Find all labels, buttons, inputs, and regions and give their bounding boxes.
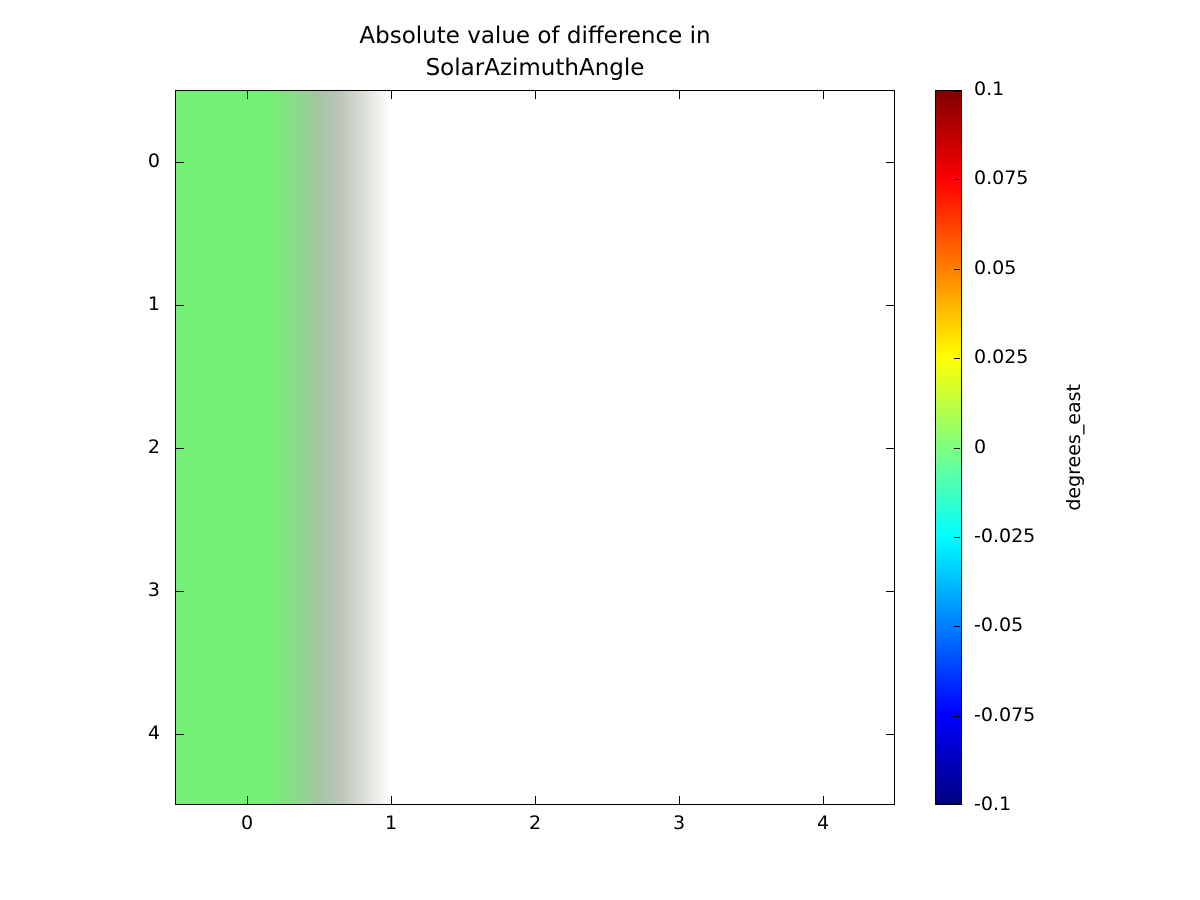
- x-tick-mark: [391, 91, 392, 99]
- colorbar-tick-mark: [954, 715, 960, 717]
- colorbar-tick-label: 0.1: [974, 78, 1005, 100]
- y-tick-mark: [176, 733, 184, 735]
- colorbar-tick-label: 0.05: [974, 256, 1017, 279]
- x-tick-mark: [823, 796, 824, 804]
- x-tick-label: 3: [672, 812, 686, 834]
- chart-title: Absolute value of difference in SolarAzi…: [175, 20, 895, 84]
- colorbar-tick-mark: [954, 358, 960, 360]
- y-tick-mark: [886, 161, 894, 163]
- x-tick-mark: [823, 91, 824, 99]
- y-tick-mark: [176, 304, 184, 306]
- colorbar-tick-mark: [954, 447, 960, 449]
- chart-title-line-1: Absolute value of difference in: [359, 23, 711, 49]
- y-tick-mark: [886, 447, 894, 449]
- y-tick-label: 2: [147, 435, 160, 458]
- y-tick-label: 0: [147, 149, 160, 172]
- colorbar-tick-label: -0.05: [974, 614, 1024, 637]
- y-tick-mark: [176, 447, 184, 449]
- colorbar-tick-label: -0.025: [974, 524, 1036, 547]
- x-tick-label: 4: [816, 812, 830, 834]
- y-tick-label: 4: [147, 721, 160, 744]
- heatmap-band: [176, 91, 894, 804]
- y-tick-mark: [176, 161, 184, 163]
- colorbar-tick-mark: [954, 803, 960, 804]
- x-tick-label: 0: [240, 812, 254, 834]
- colorbar-tick-label: 0.075: [974, 167, 1029, 190]
- plot-area: [175, 90, 895, 805]
- x-tick-mark: [679, 91, 680, 99]
- x-tick-mark: [247, 91, 248, 99]
- colorbar-tick-label: 0.025: [974, 346, 1029, 369]
- x-tick-mark: [247, 796, 248, 804]
- colorbar-tick-mark: [954, 626, 960, 628]
- colorbar-tick-label: -0.075: [974, 703, 1036, 726]
- y-tick-mark: [886, 304, 894, 306]
- x-tick-mark: [391, 796, 392, 804]
- y-tick-mark: [176, 590, 184, 592]
- colorbar-tick-mark: [954, 536, 960, 538]
- colorbar-tick-label: -0.1: [974, 793, 1012, 815]
- colorbar-tick-mark: [954, 179, 960, 181]
- x-tick-mark: [535, 91, 536, 99]
- chart-title-line-2: SolarAzimuthAngle: [425, 55, 645, 82]
- y-tick-label: 1: [147, 292, 160, 315]
- x-tick-mark: [679, 796, 680, 804]
- y-tick-mark: [886, 733, 894, 735]
- x-tick-label: 2: [528, 812, 542, 834]
- colorbar-tick-mark: [954, 91, 960, 92]
- colorbar-tick-mark: [954, 268, 960, 270]
- colorbar-label: degrees_east: [1063, 384, 1085, 511]
- colorbar-tick-label: 0: [974, 435, 987, 458]
- y-tick-mark: [886, 590, 894, 592]
- x-tick-mark: [535, 796, 536, 804]
- y-tick-label: 3: [147, 578, 160, 601]
- x-tick-label: 1: [384, 812, 398, 834]
- colorbar-label-wrap: degrees_east: [1058, 90, 1090, 805]
